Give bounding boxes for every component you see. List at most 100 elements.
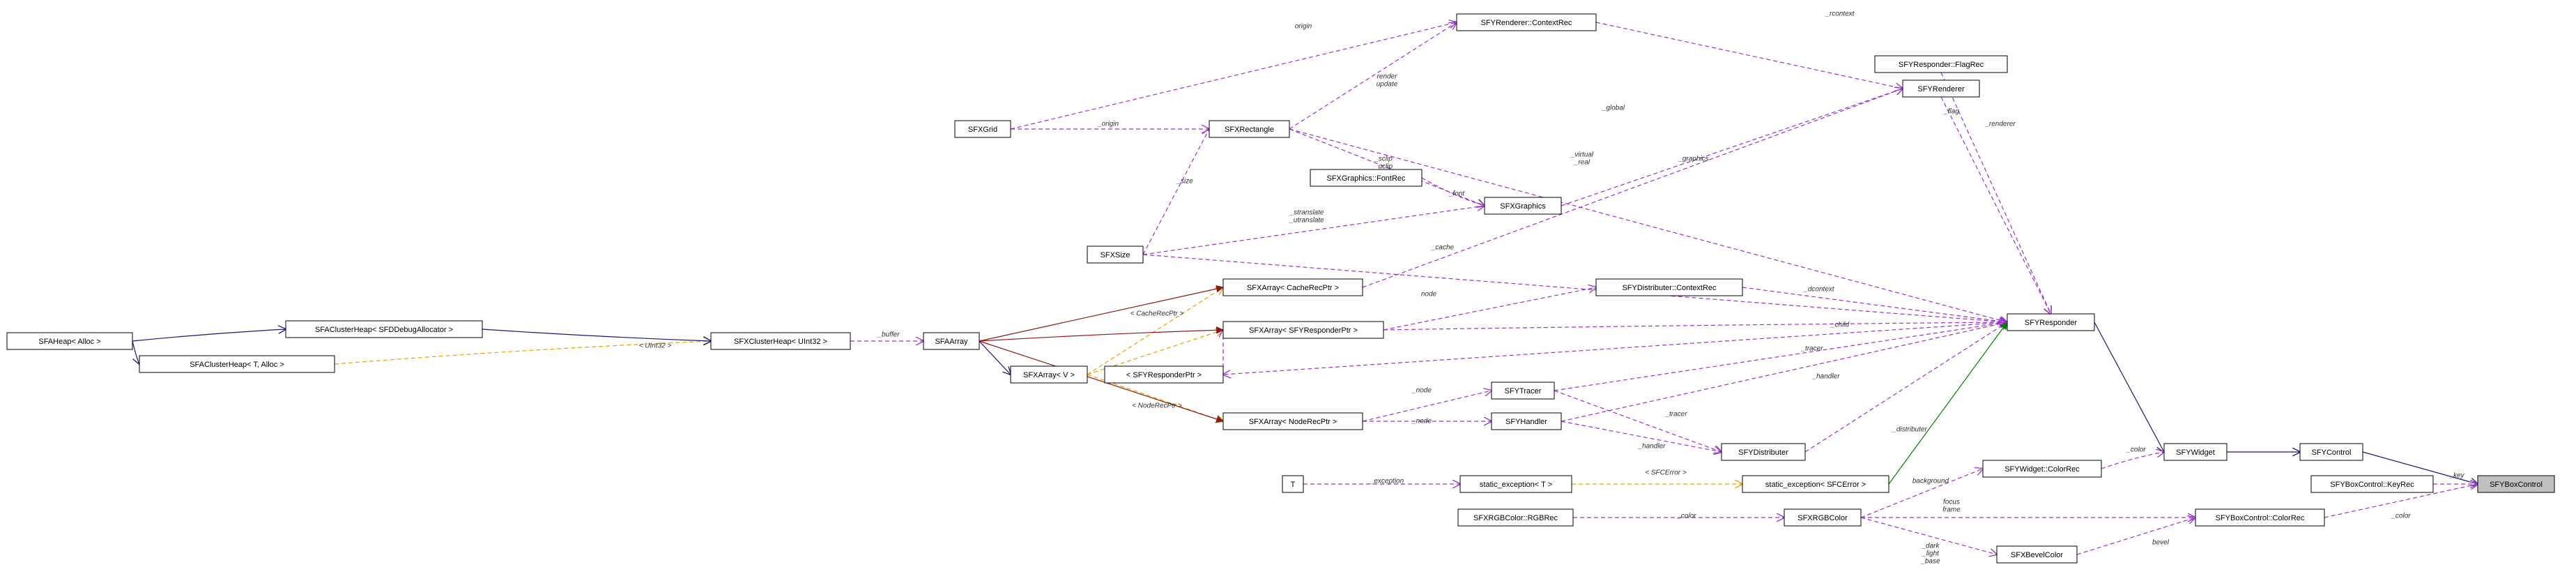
- node-label: SFXRGBColor: [1797, 514, 1848, 522]
- edge: [1363, 89, 1903, 287]
- edge-label: _virtual: [1570, 151, 1594, 159]
- node-SFYBoxKey[interactable]: SFYBoxControl::KeyRec: [2311, 476, 2433, 492]
- node-SFXClusterHeapU[interactable]: SFXClusterHeap< UInt32 >: [711, 333, 850, 349]
- node-label: SFYResponder::FlagRec: [1899, 61, 1984, 69]
- edge-label: _flag: [1943, 108, 1959, 116]
- node-SFAHeap[interactable]: SFAHeap< Alloc >: [7, 333, 132, 349]
- node-label: SFXRectangle: [1225, 126, 1274, 134]
- node-static_excT[interactable]: static_exception< T >: [1460, 476, 1572, 492]
- node-SFXArrayNode[interactable]: SFXArray< NodeRecPtr >: [1223, 413, 1363, 430]
- edge-label: _exception: [1370, 478, 1404, 485]
- node-SFYBoxControl[interactable]: SFYBoxControl: [2478, 476, 2554, 492]
- edge-label: frame: [1942, 506, 1961, 514]
- node-label: SFXRGBColor::RGBRec: [1473, 514, 1558, 522]
- node-label: static_exception< SFCError >: [1765, 481, 1866, 489]
- node-label: SFAHeap< Alloc >: [38, 338, 100, 346]
- node-SFXGrid[interactable]: SFXGrid: [955, 121, 1011, 137]
- edge: [1554, 322, 2007, 391]
- edge-label: _utranslate: [1289, 217, 1324, 225]
- node-label: SFYWidget: [2176, 448, 2215, 457]
- node-SFYRenderer[interactable]: SFYRenderer: [1903, 80, 1979, 97]
- node-SFAClusterHeapT[interactable]: SFAClusterHeap< T, Alloc >: [139, 356, 335, 372]
- node-SFXGraphics[interactable]: SFXGraphics: [1485, 197, 1561, 214]
- node-SFYWidget[interactable]: SFYWidget: [2164, 444, 2227, 460]
- node-SFYDistCtx[interactable]: SFYDistributer::ContextRec: [1596, 279, 1742, 296]
- node-SFXRectangle[interactable]: SFXRectangle: [1209, 121, 1289, 137]
- edge-label: < UInt32 >: [639, 342, 672, 350]
- edge-label: _node: [1411, 387, 1432, 395]
- node-SFXRGB[interactable]: SFXRGBColor: [1784, 509, 1861, 526]
- edge-label: _cache: [1431, 244, 1455, 252]
- edge-label: < NodeRecPtr >: [1132, 402, 1182, 410]
- node-SFAClusterHeapDbg[interactable]: SFAClusterHeap< SFDDebugAllocator >: [286, 321, 482, 338]
- edge-label: < CacheRecPtr >: [1130, 310, 1184, 318]
- node-SFYHandler[interactable]: SFYHandler: [1492, 413, 1561, 430]
- node-SFYRespPtr[interactable]: < SFYResponderPtr >: [1105, 366, 1223, 383]
- edge-label: _tracer: [1800, 345, 1823, 353]
- node-SFXArrayCache[interactable]: SFXArray< CacheRecPtr >: [1223, 279, 1363, 296]
- node-T[interactable]: T: [1282, 476, 1303, 492]
- node-SFYTracer[interactable]: SFYTracer: [1492, 382, 1554, 399]
- edge: [482, 329, 711, 341]
- node-SFYDistributer[interactable]: SFYDistributer: [1722, 444, 1805, 460]
- node-label: SFXArray< V >: [1023, 371, 1075, 379]
- node-SFYControl[interactable]: SFYControl: [2300, 444, 2363, 460]
- node-SFXGFont[interactable]: SFXGraphics::FontRec: [1310, 169, 1422, 186]
- node-label: SFYControl: [2312, 448, 2352, 457]
- edge-label: _global: [1602, 105, 1625, 112]
- edge-label: _key: [2448, 472, 2464, 480]
- class-diagram: SFAHeap< Alloc > SFAClusterHeap< T, Alloc…: [0, 0, 2576, 581]
- edge-label: _real: [1574, 159, 1590, 167]
- edge-label: _handler: [1638, 443, 1666, 451]
- node-label: SFYBoxControl: [2490, 481, 2543, 489]
- node-label: < SFYResponderPtr >: [1126, 371, 1202, 379]
- edge-label: _color: [2391, 513, 2411, 520]
- node-SFXArrayV[interactable]: SFXArray< V >: [1011, 366, 1087, 383]
- edge-label: _color: [1676, 513, 1696, 520]
- node-SFYResponder[interactable]: SFYResponder: [2007, 314, 2094, 331]
- edge-label: _tracer: [1664, 411, 1687, 418]
- edge-label: bevel: [2152, 539, 2170, 547]
- node-label: SFXGrid: [968, 126, 997, 134]
- edge: [1383, 287, 1596, 330]
- edge: [1941, 97, 2051, 314]
- node-label: SFYDistributer: [1738, 448, 1788, 457]
- node-SFXRGBRec[interactable]: SFXRGBColor::RGBRec: [1458, 509, 1573, 526]
- node-label: SFXSize: [1101, 251, 1130, 259]
- node-label: T: [1291, 481, 1296, 489]
- edge-label: _graphics: [1678, 156, 1708, 163]
- node-SFXArrayResp[interactable]: SFXArray< SFYResponderPtr >: [1223, 322, 1383, 338]
- node-label: static_exception< T >: [1480, 481, 1552, 489]
- edge: [1289, 22, 1457, 129]
- edge-label: _rcontext: [1825, 10, 1855, 18]
- node-SFYBoxColor[interactable]: SFYBoxControl::ColorRec: [2195, 509, 2324, 526]
- node-SFAArray[interactable]: SFAArray: [923, 333, 979, 349]
- edge-label: _handler: [1812, 373, 1841, 381]
- edge-label: node: [1421, 291, 1437, 299]
- edge-label: _origin: [1097, 121, 1119, 128]
- edge: [979, 330, 1223, 341]
- edge-label: _dark: [1921, 543, 1940, 550]
- node-label: SFYRenderer: [1917, 85, 1965, 93]
- edge-label: _dcontext: [1803, 286, 1835, 294]
- node-SFYRespFlag[interactable]: SFYResponder::FlagRec: [1875, 56, 2007, 73]
- edge-label: _renderer: [1984, 121, 2016, 128]
- node-label: SFXBevelColor: [2011, 551, 2064, 559]
- node-SFYRendCtx[interactable]: SFYRenderer::ContextRec: [1457, 14, 1596, 31]
- edge: [1742, 287, 2007, 322]
- node-SFXSize[interactable]: SFXSize: [1087, 246, 1143, 263]
- node-label: SFYDistributer::ContextRec: [1622, 284, 1717, 292]
- edge-label: _size: [1176, 178, 1193, 186]
- node-static_excSFC[interactable]: static_exception< SFCError >: [1742, 476, 1889, 492]
- node-SFXBevel[interactable]: SFXBevelColor: [1997, 546, 2077, 563]
- edge-label: _distributer: [1892, 426, 1927, 434]
- node-label: SFAArray: [935, 338, 968, 346]
- node-SFYWidgetColor[interactable]: SFYWidget::ColorRec: [1983, 460, 2101, 477]
- node-label: SFYWidget::ColorRec: [2004, 465, 2080, 474]
- edge-label: _sclip: [1374, 156, 1393, 163]
- edge: [1889, 322, 2007, 484]
- node-label: SFXArray< NodeRecPtr >: [1249, 418, 1337, 426]
- node-label: SFXGraphics: [1500, 202, 1546, 211]
- edge-label: render: [1377, 73, 1398, 81]
- node-label: SFXArray< SFYResponderPtr >: [1249, 326, 1358, 335]
